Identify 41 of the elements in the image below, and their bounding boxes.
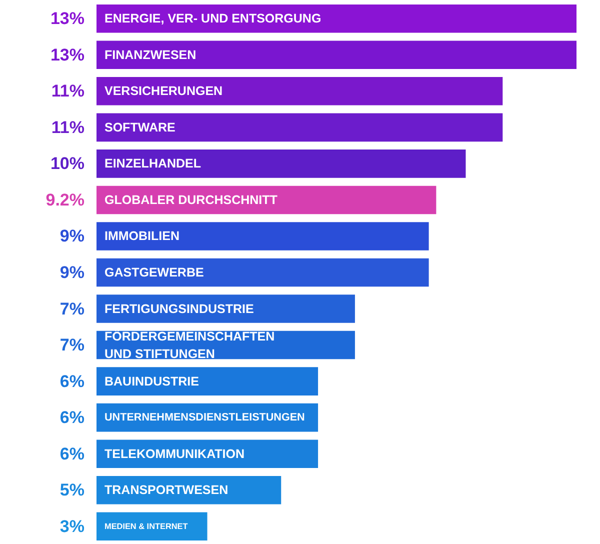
data-label: 9.2% bbox=[46, 190, 84, 210]
data-label: 7% bbox=[60, 299, 85, 318]
y-tick-label: BAUINDUSTRIE bbox=[104, 374, 199, 388]
y-tick-label: GLOBALER DURCHSCHNITT bbox=[104, 192, 278, 207]
bar bbox=[96, 512, 208, 541]
bar bbox=[96, 222, 429, 250]
data-label: 6% bbox=[60, 444, 85, 464]
y-tick-label: ENERGIE, VER- UND ENTSORGUNG bbox=[104, 12, 322, 26]
y-tick-label: EINZELHANDEL bbox=[104, 156, 202, 171]
y-tick-label: TELEKOMMUNIKATION bbox=[104, 446, 245, 461]
data-label: 13% bbox=[50, 45, 85, 64]
bar bbox=[96, 294, 355, 323]
data-label: 9% bbox=[60, 226, 85, 246]
bar bbox=[96, 113, 503, 142]
data-label: 11% bbox=[51, 118, 85, 137]
bar bbox=[96, 77, 503, 106]
y-tick-label: SOFTWARE bbox=[104, 120, 176, 134]
data-label: 3% bbox=[60, 516, 85, 536]
data-label: 13% bbox=[50, 9, 85, 28]
data-label: 11% bbox=[51, 82, 85, 101]
bar bbox=[96, 367, 318, 396]
data-label: 5% bbox=[60, 480, 85, 500]
bar bbox=[96, 4, 576, 33]
y-tick-label: VERSICHERUNGEN bbox=[104, 84, 223, 98]
bar bbox=[96, 186, 436, 214]
bar bbox=[96, 40, 576, 70]
y-tick-label: FÖRDERGEMEINSCHAFTEN UND STIFTUNGEN bbox=[104, 329, 275, 361]
data-label: 6% bbox=[60, 372, 85, 391]
y-tick-label: IMMOBILIEN bbox=[104, 229, 180, 244]
data-label: 7% bbox=[60, 336, 85, 355]
y-tick-label: MEDIEN & INTERNET bbox=[104, 522, 188, 531]
data-label: 9% bbox=[60, 263, 85, 282]
bar bbox=[96, 150, 466, 178]
y-tick-label: TRANSPORTWESEN bbox=[104, 483, 228, 498]
bar bbox=[96, 258, 429, 287]
data-label: 10% bbox=[50, 154, 85, 174]
y-tick-label: GASTGEWERBE bbox=[104, 266, 204, 280]
y-tick-label: FERTIGUNGSINDUSTRIE bbox=[104, 302, 254, 316]
y-tick-label: FINANZWESEN bbox=[104, 48, 196, 62]
y-tick-label: UNTERNEHMENSDIENSTLEISTUNGEN bbox=[104, 412, 306, 424]
data-label: 6% bbox=[60, 408, 85, 428]
